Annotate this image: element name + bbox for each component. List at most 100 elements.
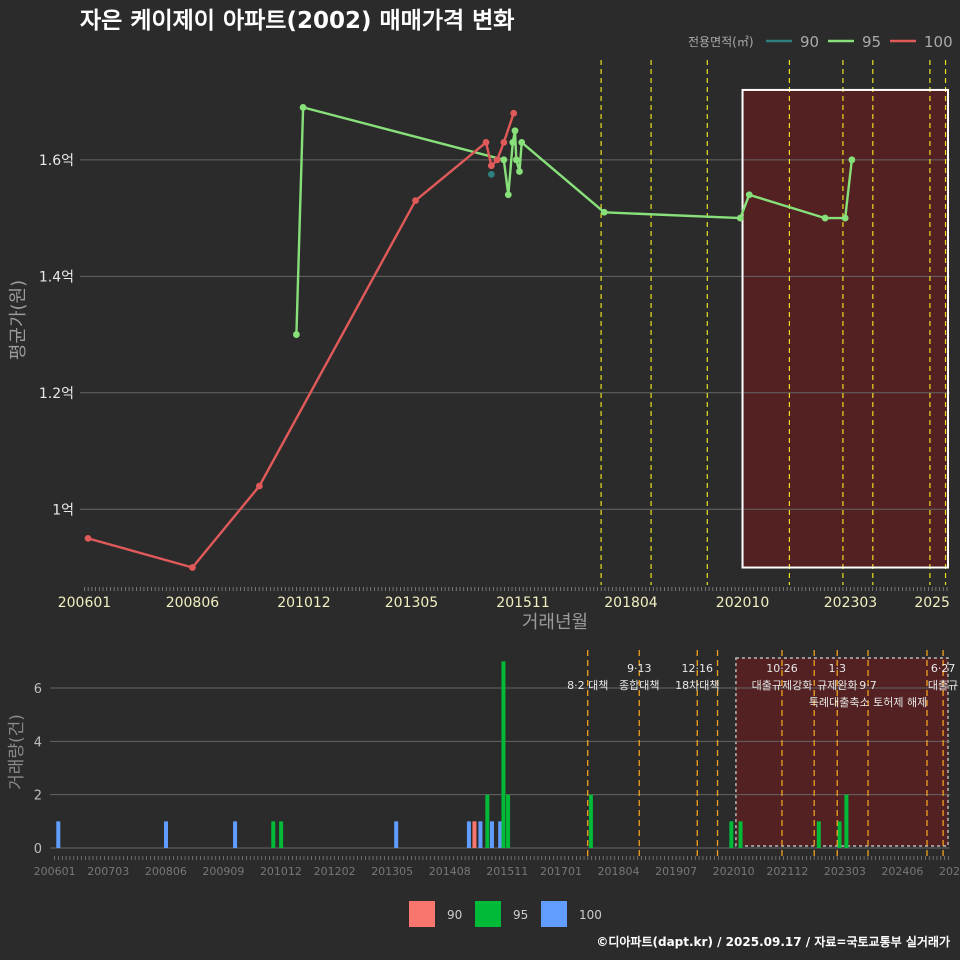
data-point [821, 214, 829, 222]
bar-95 [837, 821, 842, 848]
x-axis-title: 거래년월 [522, 612, 588, 633]
x-tick-label: 201804 [598, 865, 640, 878]
x-tick-label: 201012 [277, 595, 330, 611]
policy-annotation: 18차대책 [675, 679, 719, 692]
legend: 90 95 100 [409, 901, 602, 927]
bar-100 [498, 821, 503, 848]
data-point [516, 168, 523, 175]
x-tick-label: 202303 [824, 595, 877, 611]
x-tick-label: 2025 [914, 595, 950, 611]
data-point [745, 191, 753, 199]
x-tick-label: 201511 [486, 865, 528, 878]
bar-95 [588, 794, 593, 848]
highlight-region [742, 89, 948, 568]
data-point [510, 109, 518, 117]
policy-annotation: 규제완화 [817, 679, 857, 692]
policy-annotation: 1·3 [828, 662, 846, 675]
data-point [299, 104, 307, 111]
policy-annotation: 종합대책 [619, 679, 659, 692]
policy-annotation: 8·2 대책 [567, 679, 608, 692]
x-minor-ticks [84, 587, 948, 591]
data-point [500, 156, 508, 164]
bar-95 [729, 821, 734, 848]
data-point [512, 156, 520, 164]
legend-label-100: 100 [924, 33, 953, 51]
chart-title: 자은 케이제이 아파트(2002) 매매가격 변화 [80, 8, 514, 34]
data-point [504, 191, 512, 199]
data-point [600, 208, 608, 216]
y-tick-label: 1.4억 [39, 269, 74, 285]
plot-area [84, 104, 856, 571]
legend-label-95: 95 [862, 33, 881, 51]
y-tick-label: 1.2억 [39, 386, 74, 402]
bar-95 [844, 794, 849, 848]
footer-credit: ©디아파트(dapt.kr) / 2025.09.17 / 자료=국토교통부 실… [596, 934, 950, 949]
y-axis-title: 거래량(건) [7, 714, 27, 790]
legend-label-90: 90 [800, 33, 819, 51]
price-chart: 1억 1.2억 1.4억 1.6억 200601 200806 201012 201305 20… [8, 33, 953, 633]
bar-100 [233, 821, 238, 848]
data-point [848, 156, 856, 164]
policy-annotation: 대출규제강화 [752, 679, 813, 692]
legend-key-95 [475, 901, 501, 927]
bar-95 [506, 794, 511, 848]
data-point [487, 162, 495, 170]
legend-label-95: 95 [513, 908, 528, 922]
bar-95 [738, 821, 743, 848]
volume-chart: 0 2 4 6 8·2 대책 9·13 종합대책 12·16 18차대책 10·26 대출규제강화 1… [7, 650, 960, 927]
data-point [841, 214, 849, 222]
legend: 전용면적(㎡) 90 95 100 [688, 33, 953, 51]
x-tick-label: 200601 [34, 865, 76, 878]
data-point [500, 138, 508, 146]
data-point [511, 127, 519, 135]
policy-annotation: 9·7 [859, 679, 877, 692]
bar-90 [472, 821, 477, 848]
data-point [255, 482, 263, 490]
data-point [736, 214, 744, 222]
bar-95 [271, 821, 276, 848]
data-point [189, 564, 196, 571]
y-tick-label: 1억 [52, 502, 74, 518]
x-tick-label: 201408 [429, 865, 471, 878]
bar-100 [466, 821, 471, 848]
y-axis-title: 평균가(원) [8, 280, 29, 360]
series-95 [292, 104, 856, 338]
x-tick-label: 201511 [496, 595, 549, 611]
policy-annotation: 특례대출축소 토허제 해제 [809, 695, 927, 709]
data-point [482, 138, 490, 146]
policy-annotation: 12·16 [682, 662, 714, 675]
bar-100 [489, 821, 494, 848]
bar-100 [478, 821, 483, 848]
policy-annotation: 10·26 [766, 662, 798, 675]
policy-annotation: 대출규 [928, 679, 958, 692]
legend-key-90 [409, 901, 435, 927]
x-tick-label: 201804 [604, 595, 658, 611]
legend-title: 전용면적(㎡) [688, 35, 754, 49]
y-tick-label: 2 [34, 789, 42, 804]
data-point [518, 138, 526, 146]
x-tick-label: 202010 [713, 865, 755, 878]
bar-100 [164, 821, 169, 848]
x-tick-label: 201012 [260, 865, 302, 878]
highlight-frame [741, 88, 949, 569]
legend-key-100 [541, 901, 567, 927]
x-tick-label: 202406 [881, 865, 923, 878]
data-point [509, 138, 517, 146]
x-tick-label: 200601 [58, 595, 111, 611]
x-tick-label: 202303 [824, 865, 866, 878]
x-tick-label: 202112 [766, 865, 808, 878]
bar-95 [501, 661, 506, 848]
x-minor-ticks [54, 856, 949, 860]
bar-100 [56, 821, 61, 848]
bar-100 [394, 821, 399, 848]
policy-annotation: 9·13 [627, 662, 652, 675]
data-point [412, 197, 419, 205]
x-tick-label: 201907 [655, 865, 697, 878]
y-tick-label: 6 [34, 682, 42, 697]
data-point [493, 156, 501, 164]
y-tick-label: 1.6억 [39, 153, 74, 169]
x-tick-label: 200806 [166, 595, 220, 611]
x-tick-label: 201305 [371, 865, 413, 878]
